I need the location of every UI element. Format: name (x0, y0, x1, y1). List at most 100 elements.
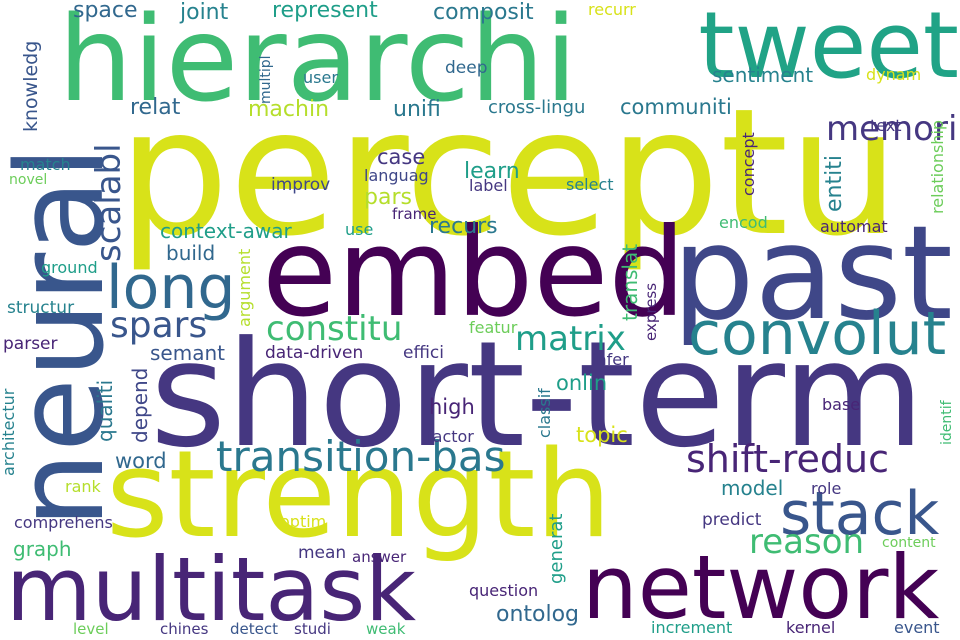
word-event: event (894, 618, 940, 637)
word-sentiment: sentiment (712, 63, 814, 87)
word-parser: parser (3, 334, 58, 354)
word-dynam: dynam (866, 65, 922, 84)
word-convolut: convolut (688, 299, 947, 369)
word-structur: structur (7, 298, 75, 318)
word-memori: memori (826, 109, 958, 149)
word-recurs: recurs (429, 214, 498, 239)
word-constitu: constitu (266, 309, 403, 349)
word-communiti: communiti (620, 95, 732, 119)
word-select: select (566, 175, 614, 194)
word-argument: argument (235, 248, 254, 327)
word-multitask: multitask (6, 538, 417, 640)
word-base: base (822, 395, 861, 414)
word-level: level (73, 620, 109, 638)
word-ground: ground (41, 258, 98, 277)
word-embed: embed (262, 202, 686, 344)
word-word: word (115, 449, 167, 473)
word-featur: featur (469, 318, 518, 337)
word-topic: topic (576, 423, 628, 447)
word-frame: frame (392, 205, 437, 223)
word-concept: concept (739, 132, 758, 196)
word-spars: spars (110, 305, 208, 346)
word-qualiti: qualiti (93, 379, 117, 442)
word-match: match (20, 155, 71, 174)
word-multipl: multipl (258, 55, 274, 104)
word-tweet: tweet (698, 0, 959, 99)
word-data-driven: data-driven (265, 343, 364, 363)
word-recurr: recurr (588, 0, 636, 19)
word-network: network (582, 536, 940, 639)
word-past: past (672, 197, 953, 349)
word-pars: pars (364, 185, 412, 210)
word-mean: mean (298, 543, 347, 563)
word-improv: improv (271, 175, 331, 195)
word-graph: graph (13, 537, 72, 561)
word-text: text (870, 116, 902, 135)
word-ontolog: ontolog (496, 602, 580, 627)
word-rank: rank (65, 477, 101, 496)
word-model: model (721, 476, 784, 500)
word-entiti: entiti (822, 155, 847, 212)
word-transition-bas: transition-bas (216, 432, 506, 481)
word-perceptu: perceptu (118, 72, 900, 275)
word-content: content (882, 535, 936, 551)
word-classif: classif (535, 388, 554, 438)
word-matrix: matrix (515, 319, 626, 359)
word-comprehens: comprehens (14, 513, 113, 532)
word-case: case (377, 145, 426, 169)
word-high: high (429, 395, 475, 419)
word-hierarchi: hierarchi (58, 0, 578, 128)
word-relationship: relationship (928, 119, 947, 214)
word-learn: learn (464, 159, 520, 184)
word-relat: relat (130, 95, 181, 120)
word-infer: infer (592, 350, 629, 369)
word-machin: machin (248, 97, 330, 122)
word-shift-reduc: shift-reduc (686, 437, 890, 481)
word-stack: stack (780, 479, 940, 549)
word-context-awar: context-awar (160, 219, 292, 243)
word-cross-lingu: cross-lingu (488, 97, 586, 118)
word-automat: automat (820, 217, 888, 236)
word-studi: studi (294, 620, 331, 638)
word-effici: effici (403, 343, 444, 363)
word-use: use (345, 220, 374, 239)
word-encod: encod (719, 213, 768, 232)
word-semant: semant (150, 341, 225, 365)
word-chines: chines (160, 620, 209, 638)
word-composit: composit (433, 0, 534, 25)
word-factor: factor (427, 427, 474, 446)
word-increment: increment (651, 618, 733, 637)
word-role: role (811, 479, 842, 498)
word-predict: predict (702, 510, 762, 530)
word-short-term: short-term (150, 310, 925, 480)
word-translat: translat (618, 243, 642, 321)
word-scalabl: scalabl (89, 143, 129, 262)
word-answer: answer (352, 548, 407, 566)
word-space: space (73, 0, 138, 23)
word-user: user (303, 68, 338, 87)
word-architectur: architectur (0, 388, 18, 476)
word-express: express (642, 282, 660, 341)
word-strength: strength (106, 426, 612, 565)
word-represent: represent (272, 0, 378, 23)
word-optim: optim (280, 512, 327, 531)
word-depend: depend (128, 367, 152, 443)
word-identif: identif (939, 400, 955, 445)
word-languag: languag (364, 166, 429, 185)
word-reason: reason (749, 522, 865, 562)
word-knowledg: knowledg (20, 40, 42, 132)
word-kernel: kernel (786, 618, 836, 637)
word-deep: deep (445, 58, 488, 78)
word-joint: joint (180, 0, 229, 25)
word-question: question (469, 581, 539, 600)
word-generat: generat (546, 513, 567, 584)
word-detect: detect (230, 620, 278, 638)
word-label: label (469, 176, 508, 195)
word-novel: novel (9, 172, 48, 188)
word-weak: weak (366, 620, 406, 638)
word-build: build (166, 241, 216, 265)
word-onlin: onlin (556, 371, 608, 395)
word-long: long (106, 253, 236, 323)
word-unifi: unifi (393, 97, 441, 122)
